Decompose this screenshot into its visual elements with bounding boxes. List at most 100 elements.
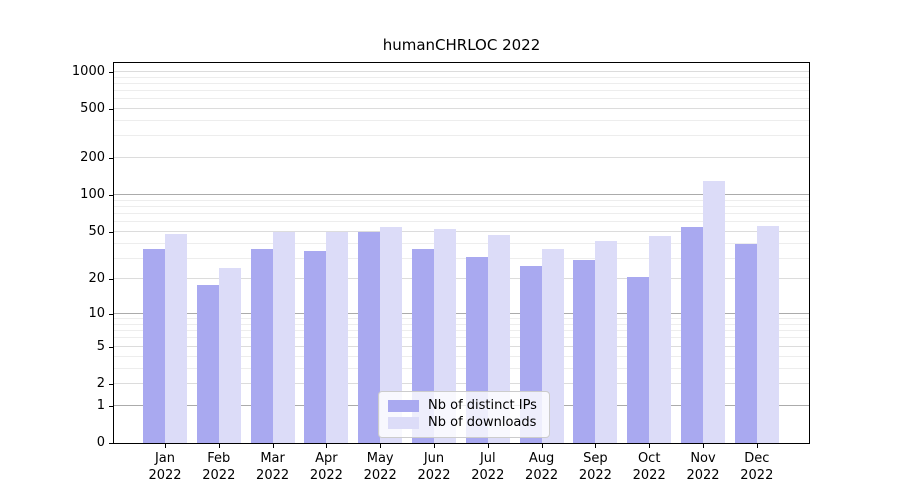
y-tick-mark-50 [109, 231, 113, 233]
x-tick-mark-dec [756, 444, 758, 448]
bar-distinct-ips-jan [143, 249, 165, 443]
x-tick-label-aug: Aug 2022 [510, 450, 574, 484]
legend-label-downloads: Nb of downloads [428, 415, 537, 430]
y-tick-mark-2 [109, 383, 113, 385]
x-tick-month: Apr [315, 451, 338, 466]
x-tick-label-apr: Apr 2022 [294, 450, 358, 484]
bar-downloads-dec [756, 225, 779, 443]
gridline-400 [114, 120, 809, 121]
bar-distinct-ips-apr [304, 250, 327, 443]
bar-downloads-sep [595, 240, 618, 443]
bar-distinct-ips-feb [196, 284, 219, 443]
x-tick-label-feb: Feb 2022 [187, 450, 251, 484]
x-tick-month: Aug [528, 451, 555, 466]
gridline-600 [114, 98, 809, 100]
gridline-500 [114, 108, 809, 110]
plot-area: Nb of distinct IPs Nb of downloads [113, 62, 810, 444]
y-tick-label-2: 2 [96, 375, 105, 391]
gridline-20 [114, 278, 809, 280]
x-tick-month: Feb [207, 451, 231, 466]
x-tick-mark-feb [218, 444, 220, 448]
x-tick-mark-mar [272, 444, 274, 448]
x-tick-year: 2022 [740, 468, 774, 483]
bar-downloads-apr [326, 231, 349, 443]
x-tick-mark-apr [326, 444, 328, 448]
x-tick-year: 2022 [578, 468, 612, 483]
y-tick-label-20: 20 [88, 271, 105, 287]
bar-distinct-ips-may [358, 231, 381, 443]
x-tick-mark-jul [487, 444, 489, 448]
x-tick-label-sep: Sep 2022 [563, 450, 627, 484]
bar-downloads-mar [272, 231, 295, 443]
y-tick-mark-20 [109, 279, 113, 281]
bar-distinct-ips-mar [250, 249, 273, 443]
gridline-4 [114, 355, 809, 357]
bar-downloads-may [380, 226, 403, 443]
gridline-7 [114, 330, 809, 332]
x-tick-year: 2022 [471, 468, 505, 483]
x-tick-label-nov: Nov 2022 [671, 450, 735, 484]
x-tick-year: 2022 [202, 468, 236, 483]
y-tick-label-500: 500 [80, 101, 105, 117]
gridline-10 [114, 313, 809, 315]
legend-swatch-downloads [388, 416, 419, 429]
x-tick-label-jan: Jan 2022 [133, 450, 197, 484]
x-tick-mark-nov [703, 444, 704, 448]
x-tick-mark-aug [541, 444, 543, 448]
y-tick-mark-500 [109, 109, 113, 111]
x-tick-mark-oct [649, 444, 651, 448]
bar-distinct-ips-nov [681, 226, 703, 443]
x-tick-mark-jan [165, 444, 166, 448]
x-tick-label-oct: Oct 2022 [617, 450, 681, 484]
y-tick-label-5: 5 [96, 338, 105, 354]
y-tick-label-1: 1 [96, 397, 105, 413]
gridline-60 [114, 221, 809, 223]
gridline-200 [114, 157, 809, 159]
legend-swatch-distinct-ips [388, 399, 419, 412]
x-tick-mark-jun [434, 444, 435, 448]
bar-distinct-ips-dec [734, 243, 757, 443]
x-tick-year: 2022 [417, 468, 451, 483]
x-tick-mark-sep [595, 444, 597, 448]
y-tick-mark-0 [109, 443, 113, 444]
x-tick-month: Oct [637, 451, 661, 466]
x-tick-label-dec: Dec 2022 [725, 450, 789, 484]
y-tick-label-100: 100 [80, 187, 105, 203]
legend-item-downloads: Nb of downloads [388, 414, 540, 431]
gridline-70 [114, 213, 809, 214]
x-tick-month: Jan [154, 451, 176, 466]
bars-layer [114, 63, 809, 443]
y-tick-label-10: 10 [88, 306, 105, 322]
bar-distinct-ips-sep [573, 260, 596, 443]
y-tick-label-0: 0 [96, 435, 105, 450]
gridline-30 [114, 257, 809, 259]
x-tick-month: Dec [744, 451, 770, 466]
gridline-5 [114, 345, 809, 347]
x-tick-year: 2022 [309, 468, 343, 483]
gridline-2 [114, 382, 809, 384]
y-tick-label-200: 200 [80, 150, 105, 166]
gridline-40 [114, 242, 809, 244]
gridline-100 [114, 194, 809, 196]
gridline-80 [114, 205, 809, 207]
gridline-6 [114, 337, 809, 339]
y-tick-mark-200 [109, 158, 113, 160]
y-tick-mark-1000 [109, 71, 113, 73]
x-tick-year: 2022 [363, 468, 397, 483]
gridline-50 [114, 230, 809, 232]
bar-downloads-feb [218, 267, 241, 443]
y-tick-mark-5 [109, 346, 113, 348]
x-tick-month: May [366, 451, 394, 466]
legend-item-distinct-ips: Nb of distinct IPs [388, 397, 540, 414]
x-tick-year: 2022 [256, 468, 290, 483]
gridline-700 [114, 90, 809, 91]
gridline-1000 [114, 70, 809, 72]
y-tick-label-50: 50 [88, 223, 105, 239]
x-tick-month: Sep [583, 451, 608, 466]
bar-downloads-nov [703, 181, 725, 443]
x-tick-year: 2022 [686, 468, 720, 483]
x-tick-month: Mar [260, 451, 285, 466]
x-tick-year: 2022 [632, 468, 666, 483]
gridline-90 [114, 199, 809, 201]
